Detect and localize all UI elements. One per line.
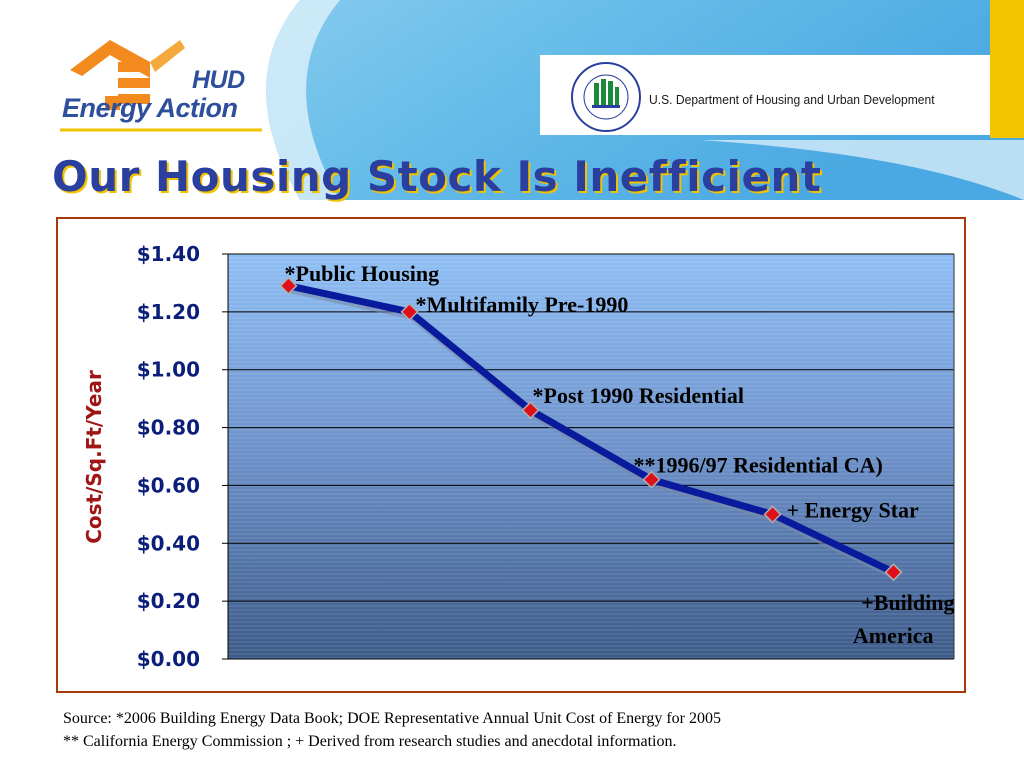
energy-action-logo-text: Energy Action (62, 93, 238, 123)
y-axis-ticks: $0.00 $0.20 $0.40 $0.60 $0.80 $1.00 $1.20 $1.40 (137, 242, 200, 671)
data-point-marker (884, 563, 903, 582)
plot-area (228, 254, 954, 659)
point-labels: *Public Housing *Multifamily Pre-1990 *Pos… (285, 261, 955, 648)
data-point-label: *Post 1990 Residential (533, 383, 744, 408)
y-tick-label: $1.20 (137, 300, 200, 324)
y-tick-label: $1.00 (137, 358, 200, 382)
series-line (287, 282, 896, 576)
data-point-marker (400, 302, 419, 321)
y-tick-label: $0.20 (137, 589, 200, 613)
gridlines (222, 253, 955, 660)
source-note-line-1: Source: *2006 Building Energy Data Book;… (63, 710, 721, 727)
data-point-label: +Building (861, 590, 954, 615)
data-point-marker (763, 505, 782, 524)
y-tick-label: $0.80 (137, 416, 200, 440)
data-point-label: America (853, 623, 934, 648)
plot-texture (228, 254, 954, 659)
data-point-marker (521, 401, 540, 420)
data-point-label: *Public Housing (285, 261, 440, 286)
y-tick-label: $0.60 (137, 473, 200, 497)
data-point-label: **1996/97 Residential CA) (634, 453, 883, 478)
source-note-line-2: ** California Energy Commission ; + Deri… (63, 733, 677, 750)
hud-logo-text: HUD (192, 66, 245, 94)
data-point-marker (642, 470, 661, 489)
y-tick-label: $0.40 (137, 531, 200, 555)
data-point-marker (279, 276, 298, 295)
y-tick-label: $1.40 (137, 242, 200, 266)
data-series (279, 276, 903, 582)
department-name: U.S. Department of Housing and Urban Dev… (649, 92, 935, 107)
data-point-label: *Multifamily Pre-1990 (416, 292, 629, 317)
hud-logo-house-icon (70, 40, 185, 110)
data-point-label: + Energy Star (787, 497, 920, 522)
y-axis-label: Cost/Sq.Ft/Year (82, 370, 106, 544)
page-title: Our Housing Stock Is Inefficient (52, 152, 822, 201)
y-tick-label: $0.00 (137, 647, 200, 671)
hud-seal-icon (571, 62, 641, 132)
cost-line-chart: $0.00 $0.20 $0.40 $0.60 $0.80 $1.00 $1.20 $1.40… (82, 242, 955, 671)
